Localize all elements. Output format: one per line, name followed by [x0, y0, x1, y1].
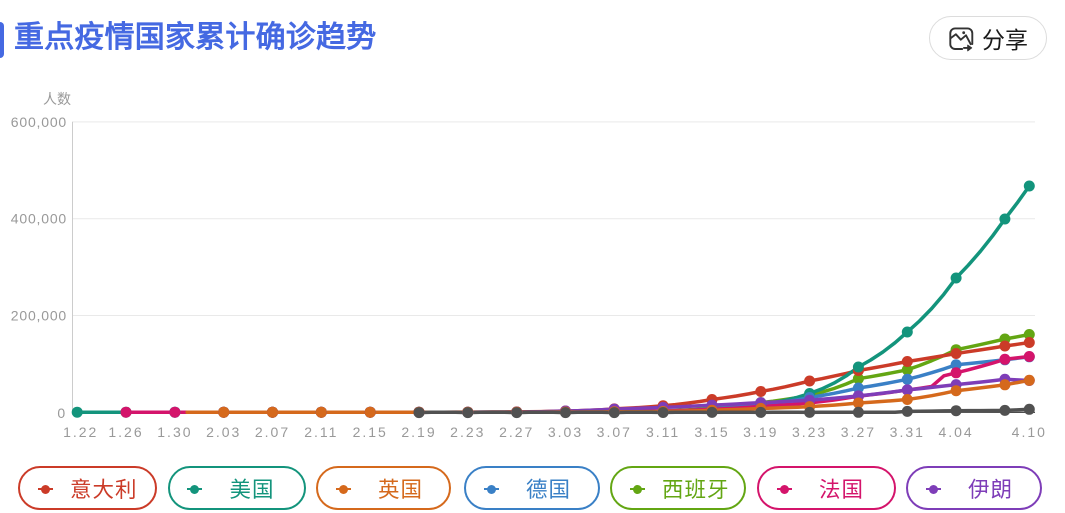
svg-text:2.03: 2.03	[206, 424, 241, 440]
svg-text:3.11: 3.11	[646, 424, 680, 440]
svg-text:3.19: 3.19	[743, 424, 778, 440]
svg-text:2.07: 2.07	[255, 424, 290, 440]
svg-text:2.19: 2.19	[401, 424, 436, 440]
svg-text:2.23: 2.23	[450, 424, 485, 440]
svg-text:3.03: 3.03	[548, 424, 583, 440]
svg-text:3.31: 3.31	[890, 424, 925, 440]
svg-text:2.15: 2.15	[353, 424, 388, 440]
svg-text:0: 0	[57, 405, 66, 421]
svg-text:400,000: 400,000	[11, 211, 67, 227]
svg-text:3.27: 3.27	[841, 424, 876, 440]
svg-text:2.11: 2.11	[304, 424, 338, 440]
svg-text:2.27: 2.27	[499, 424, 534, 440]
svg-text:3.15: 3.15	[694, 424, 729, 440]
svg-text:4.10: 4.10	[1012, 424, 1047, 440]
svg-text:4.04: 4.04	[938, 424, 973, 440]
svg-text:3.23: 3.23	[792, 424, 827, 440]
svg-text:人数: 人数	[43, 91, 71, 107]
svg-text:1.26: 1.26	[108, 424, 143, 440]
svg-text:600,000: 600,000	[11, 114, 67, 130]
svg-text:3.07: 3.07	[597, 424, 632, 440]
svg-text:200,000: 200,000	[11, 308, 67, 324]
svg-text:1.30: 1.30	[157, 424, 192, 440]
svg-text:1.22: 1.22	[63, 424, 98, 440]
